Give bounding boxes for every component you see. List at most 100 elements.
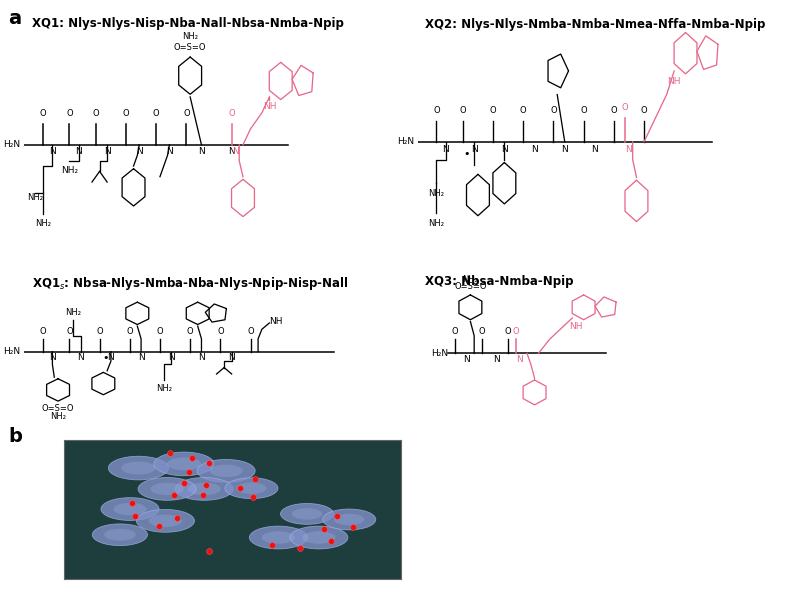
Text: O: O — [96, 327, 103, 336]
Text: NH₂: NH₂ — [27, 193, 43, 202]
Text: N: N — [500, 145, 507, 154]
Text: N: N — [470, 145, 477, 154]
Text: O: O — [432, 106, 439, 115]
Ellipse shape — [188, 483, 221, 495]
Text: O: O — [66, 109, 73, 118]
Text: O: O — [228, 109, 235, 118]
Text: N: N — [166, 148, 172, 157]
Text: O=S=O: O=S=O — [174, 43, 206, 52]
Ellipse shape — [290, 526, 347, 549]
Text: N: N — [516, 355, 522, 364]
Text: N: N — [49, 148, 55, 157]
Ellipse shape — [108, 456, 168, 480]
Point — [233, 483, 245, 493]
Text: NH: NH — [569, 322, 582, 330]
Ellipse shape — [167, 457, 201, 470]
Text: N: N — [561, 145, 568, 154]
Ellipse shape — [148, 515, 182, 527]
Point — [294, 543, 306, 553]
Text: H₂N: H₂N — [430, 349, 448, 358]
Text: N: N — [228, 353, 235, 362]
Text: O=S=O: O=S=O — [454, 282, 486, 291]
Point — [199, 480, 212, 490]
Point — [324, 536, 337, 545]
Ellipse shape — [92, 524, 148, 545]
Text: N: N — [75, 148, 82, 157]
Text: O: O — [39, 109, 47, 118]
Point — [182, 467, 195, 477]
Ellipse shape — [104, 529, 136, 541]
Text: O: O — [549, 106, 556, 115]
Text: N: N — [198, 353, 205, 362]
Text: O: O — [512, 327, 518, 336]
Text: XQ1: Nlys-Nlys-Nisp-Nba-Nall-Nbsa-Nmba-Npip: XQ1: Nlys-Nlys-Nisp-Nba-Nall-Nbsa-Nmba-N… — [31, 17, 343, 30]
Text: NH₂: NH₂ — [35, 219, 51, 228]
Text: XQ1$_s$: Nbsa-Nlys-Nmba-Nba-Nlys-Npip-Nisp-Nall: XQ1$_s$: Nbsa-Nlys-Nmba-Nba-Nlys-Npip-Ni… — [31, 275, 347, 292]
Text: N: N — [137, 353, 144, 362]
Text: N: N — [530, 145, 537, 154]
Point — [125, 499, 138, 508]
Text: N: N — [442, 145, 448, 154]
Text: •: • — [102, 353, 108, 363]
Text: NH: NH — [666, 77, 680, 86]
Text: O: O — [217, 327, 224, 336]
Point — [203, 459, 216, 468]
Point — [171, 514, 184, 523]
Text: b: b — [8, 427, 22, 446]
Text: N: N — [77, 353, 84, 362]
Text: O: O — [504, 327, 511, 336]
Text: N: N — [107, 353, 114, 362]
Text: H₂N: H₂N — [3, 347, 20, 356]
Text: O: O — [247, 327, 253, 336]
Ellipse shape — [175, 478, 233, 501]
Text: O: O — [123, 109, 129, 118]
Text: O: O — [621, 103, 628, 112]
Ellipse shape — [136, 509, 194, 532]
Text: a: a — [8, 9, 21, 28]
Ellipse shape — [101, 498, 159, 521]
Point — [248, 475, 261, 484]
Ellipse shape — [302, 531, 335, 544]
Ellipse shape — [334, 514, 364, 525]
Text: O=S=O: O=S=O — [42, 404, 75, 413]
Text: O: O — [66, 327, 73, 336]
Point — [346, 522, 358, 532]
Text: •: • — [463, 149, 469, 158]
Text: N: N — [49, 353, 55, 362]
Ellipse shape — [292, 508, 322, 519]
Text: NH₂: NH₂ — [428, 189, 444, 198]
Ellipse shape — [249, 526, 307, 549]
Text: O: O — [187, 327, 193, 336]
Text: H₂N: H₂N — [3, 140, 20, 150]
Text: O: O — [489, 106, 496, 115]
Text: NH₂: NH₂ — [61, 166, 78, 175]
Text: NH₂: NH₂ — [428, 219, 444, 228]
Text: O: O — [459, 106, 466, 115]
Text: O: O — [610, 106, 617, 115]
Text: NH₂: NH₂ — [65, 307, 81, 317]
Point — [265, 540, 277, 550]
Text: N: N — [198, 148, 205, 157]
Text: NH₂: NH₂ — [462, 275, 478, 284]
Text: N: N — [625, 145, 631, 154]
Point — [164, 449, 176, 458]
Ellipse shape — [261, 531, 294, 544]
Text: N: N — [228, 148, 235, 157]
Text: N: N — [591, 145, 597, 154]
Ellipse shape — [113, 503, 147, 515]
Text: O: O — [152, 109, 160, 118]
Text: XQ3: Nbsa-Nmba-Npip: XQ3: Nbsa-Nmba-Npip — [424, 275, 573, 288]
Ellipse shape — [280, 504, 333, 524]
Text: O: O — [126, 327, 133, 336]
Text: O: O — [519, 106, 526, 115]
Point — [167, 491, 180, 500]
Text: O: O — [580, 106, 586, 115]
Point — [196, 491, 209, 500]
Ellipse shape — [121, 462, 156, 475]
Text: O: O — [39, 327, 47, 336]
Text: O: O — [92, 109, 99, 118]
Text: NH: NH — [262, 102, 276, 111]
Text: H₂N: H₂N — [396, 137, 413, 147]
Point — [203, 547, 216, 556]
Text: N: N — [492, 355, 500, 364]
